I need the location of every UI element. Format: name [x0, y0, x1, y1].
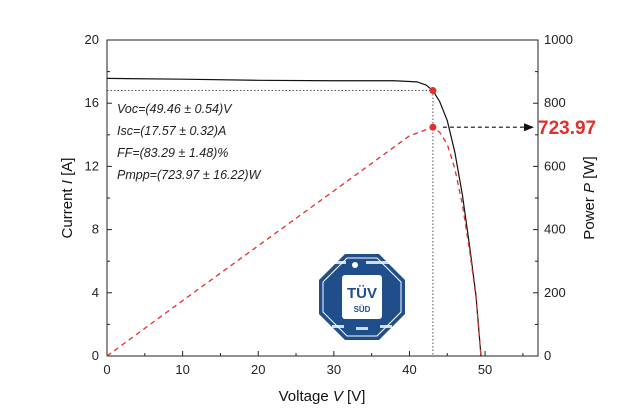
y-left-tick-label: 4	[92, 285, 99, 300]
x-axis-title: Voltage V [V]	[279, 388, 366, 405]
annotation-voc: Voc=(49.46 ± 0.54)V	[117, 102, 233, 116]
annotation-isc: Isc=(17.57 ± 0.32)A	[117, 124, 226, 138]
y-left-tick-label: 20	[85, 32, 99, 47]
mpp-marker-iv	[429, 87, 437, 95]
y-right-axis-ticks: 0 200 400 600 800 1000	[533, 32, 573, 363]
y-right-tick-label: 800	[544, 95, 566, 110]
svg-text:TÜV: TÜV	[347, 285, 377, 302]
pv-curve	[106, 126, 482, 357]
x-axis-ticks: 0 10 20 30 40 50	[103, 351, 524, 377]
x-tick-label: 0	[103, 362, 110, 377]
y-right-tick-label: 0	[544, 348, 551, 363]
y-right-tick-label: 1000	[544, 32, 573, 47]
x-tick-label: 40	[402, 362, 416, 377]
y-left-tick-label: 8	[92, 222, 99, 237]
series-layer	[106, 77, 482, 357]
x-tick-label: 10	[175, 362, 189, 377]
y-left-axis-ticks: 0 4 8 12 16 20	[85, 32, 112, 363]
tuv-sud-logo: TÜV SÜD	[319, 254, 405, 340]
y-left-axis-title: Current I [A]	[59, 158, 76, 239]
mpp-callout-value: 723.97	[538, 118, 596, 139]
y-right-tick-label: 200	[544, 285, 566, 300]
svg-text:SÜD: SÜD	[354, 305, 371, 314]
mpp-guide-lines	[107, 90, 434, 356]
x-tick-label: 30	[327, 362, 341, 377]
y-right-axis-title: Power P [W]	[581, 156, 598, 239]
y-right-tick-label: 600	[544, 158, 566, 173]
annotation-ff: FF=(83.29 ± 1.48)%	[117, 146, 228, 160]
callout-arrow-head	[524, 123, 534, 132]
y-left-tick-label: 16	[85, 95, 99, 110]
mpp-callout	[442, 123, 534, 132]
y-left-tick-label: 0	[92, 348, 99, 363]
mpp-marker-pv	[429, 123, 437, 131]
y-right-tick-label: 400	[544, 222, 566, 237]
iv-curve	[106, 77, 482, 357]
x-tick-label: 20	[251, 362, 265, 377]
x-tick-label: 50	[478, 362, 492, 377]
y-left-tick-label: 12	[85, 158, 99, 173]
annotation-pmpp: Pmpp=(723.97 ± 16.22)W	[117, 168, 262, 182]
